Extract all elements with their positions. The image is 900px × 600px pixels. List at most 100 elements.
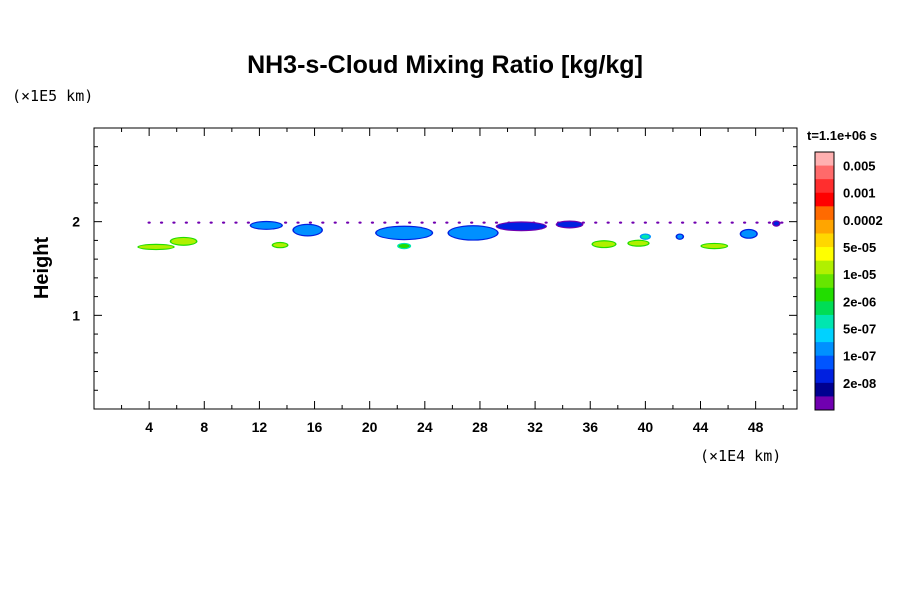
colorbar-swatch — [815, 355, 834, 370]
cloud-speck — [333, 221, 337, 224]
colorbar-swatch — [815, 247, 834, 262]
cloud-patch — [628, 240, 649, 246]
cloud-speck — [643, 221, 647, 224]
colorbar-swatch — [815, 179, 834, 194]
cloud-patch — [376, 226, 432, 239]
cloud-speck — [482, 221, 486, 224]
colorbar-label: 0.001 — [843, 186, 876, 201]
cloud-speck — [234, 221, 238, 224]
plot-frame — [93, 127, 798, 410]
cloud-speck — [730, 221, 734, 224]
chart-title: NH3-s-Cloud Mixing Ratio [kg/kg] — [247, 51, 643, 79]
cloud-speck — [656, 221, 660, 224]
x-tick-label: 12 — [252, 419, 268, 435]
colorbar-swatch — [815, 219, 834, 234]
cloud-speck — [743, 221, 747, 224]
colorbar-label: 5e-07 — [843, 322, 876, 337]
cloud-patch — [171, 238, 197, 245]
colorbar-swatch — [815, 314, 834, 329]
cloud-speck — [246, 221, 250, 224]
colorbar-label: 1e-07 — [843, 349, 876, 364]
x-tick-label: 16 — [307, 419, 323, 435]
colorbar-swatch — [815, 152, 834, 166]
cloud-speck — [457, 221, 461, 224]
cloud-speck — [594, 221, 598, 224]
cloud-patch — [251, 222, 282, 229]
cloud-speck — [445, 221, 449, 224]
x-tick-label: 28 — [472, 419, 488, 435]
cloud-speck — [606, 221, 610, 224]
cloud-speck — [705, 221, 710, 224]
x-tick-label: 40 — [638, 419, 654, 435]
colorbar-swatch — [815, 206, 834, 221]
x-tick-label: 8 — [200, 419, 208, 435]
x-unit-label: (×1E4 km) — [700, 447, 781, 465]
cloud-speck — [184, 221, 188, 224]
cloud-patch — [398, 244, 410, 249]
colorbar-swatch — [815, 192, 834, 207]
colorbar-swatch — [815, 369, 834, 384]
cloud-speck — [618, 221, 623, 224]
colorbar-swatch — [815, 233, 834, 248]
x-tick-label: 48 — [748, 419, 764, 435]
y-axis-title: Height — [31, 237, 53, 300]
colorbar-swatch — [815, 342, 834, 357]
cloud-speck — [755, 221, 759, 224]
cloud-speck — [147, 221, 151, 224]
cloud-speck — [284, 221, 288, 224]
cloud-speck — [631, 221, 635, 224]
y-tick-label: 1 — [72, 307, 80, 323]
colorbar-swatch — [815, 274, 834, 289]
x-tick-label: 4 — [145, 419, 153, 435]
colorbar-label: 1e-05 — [843, 267, 876, 282]
cloud-speck — [668, 221, 672, 224]
cloud-speck — [470, 221, 474, 224]
cloud-speck — [432, 221, 437, 224]
cloud-patch — [497, 222, 546, 231]
cloud-patch — [138, 244, 174, 249]
colorbar-label: 2e-06 — [843, 294, 876, 309]
cloud-speck — [494, 221, 499, 224]
colorbar-swatch — [815, 396, 834, 411]
cloud-speck — [767, 221, 772, 224]
colorbar-label: 5e-05 — [843, 240, 876, 255]
cloud-speck — [346, 221, 350, 224]
cloud-speck — [420, 221, 424, 224]
colorbar-label: 2e-08 — [843, 376, 876, 391]
cloud-patch — [557, 221, 582, 228]
cloud-patch — [293, 224, 322, 236]
colorbar-swatch — [815, 328, 834, 343]
cloud-speck — [296, 221, 300, 224]
time-label: t=1.1e+06 s — [807, 128, 877, 143]
cloud-speck — [321, 221, 325, 224]
y-tick-label: 2 — [72, 214, 80, 230]
x-axis: 4 8 12 16 20 24 28 32 36 40 44 48 — [121, 128, 784, 435]
cloud-speck — [408, 221, 412, 224]
cloud-speck — [221, 221, 226, 224]
colorbar-frame — [814, 151, 835, 411]
colorbar: 0.005 0.001 0.0002 5e-05 1e-05 2e-06 5e-07 1e-0… — [814, 151, 883, 411]
cloud-patch — [273, 243, 287, 248]
colorbar-swatch — [815, 301, 834, 316]
cloud-patch — [677, 234, 683, 239]
cloud-field — [137, 220, 784, 251]
cloud-speck — [159, 221, 164, 224]
cloud-patch — [741, 230, 757, 238]
cloud-speck — [693, 221, 697, 224]
cloud-patch — [701, 244, 727, 249]
cloud-speck — [358, 221, 362, 224]
cloud-patch — [448, 226, 498, 240]
x-tick-label: 32 — [527, 419, 543, 435]
x-tick-label: 44 — [693, 419, 709, 435]
cloud-speck — [197, 221, 201, 224]
cloud-speck — [308, 221, 313, 224]
cloud-patch — [592, 241, 616, 247]
x-tick-label: 20 — [362, 419, 378, 435]
colorbar-label: 0.005 — [843, 159, 876, 174]
cloud-speck — [680, 221, 685, 224]
x-tick-label: 24 — [417, 419, 433, 435]
cloud-speck — [172, 221, 176, 224]
cloud-speck — [395, 221, 399, 224]
cloud-speck — [544, 221, 548, 224]
